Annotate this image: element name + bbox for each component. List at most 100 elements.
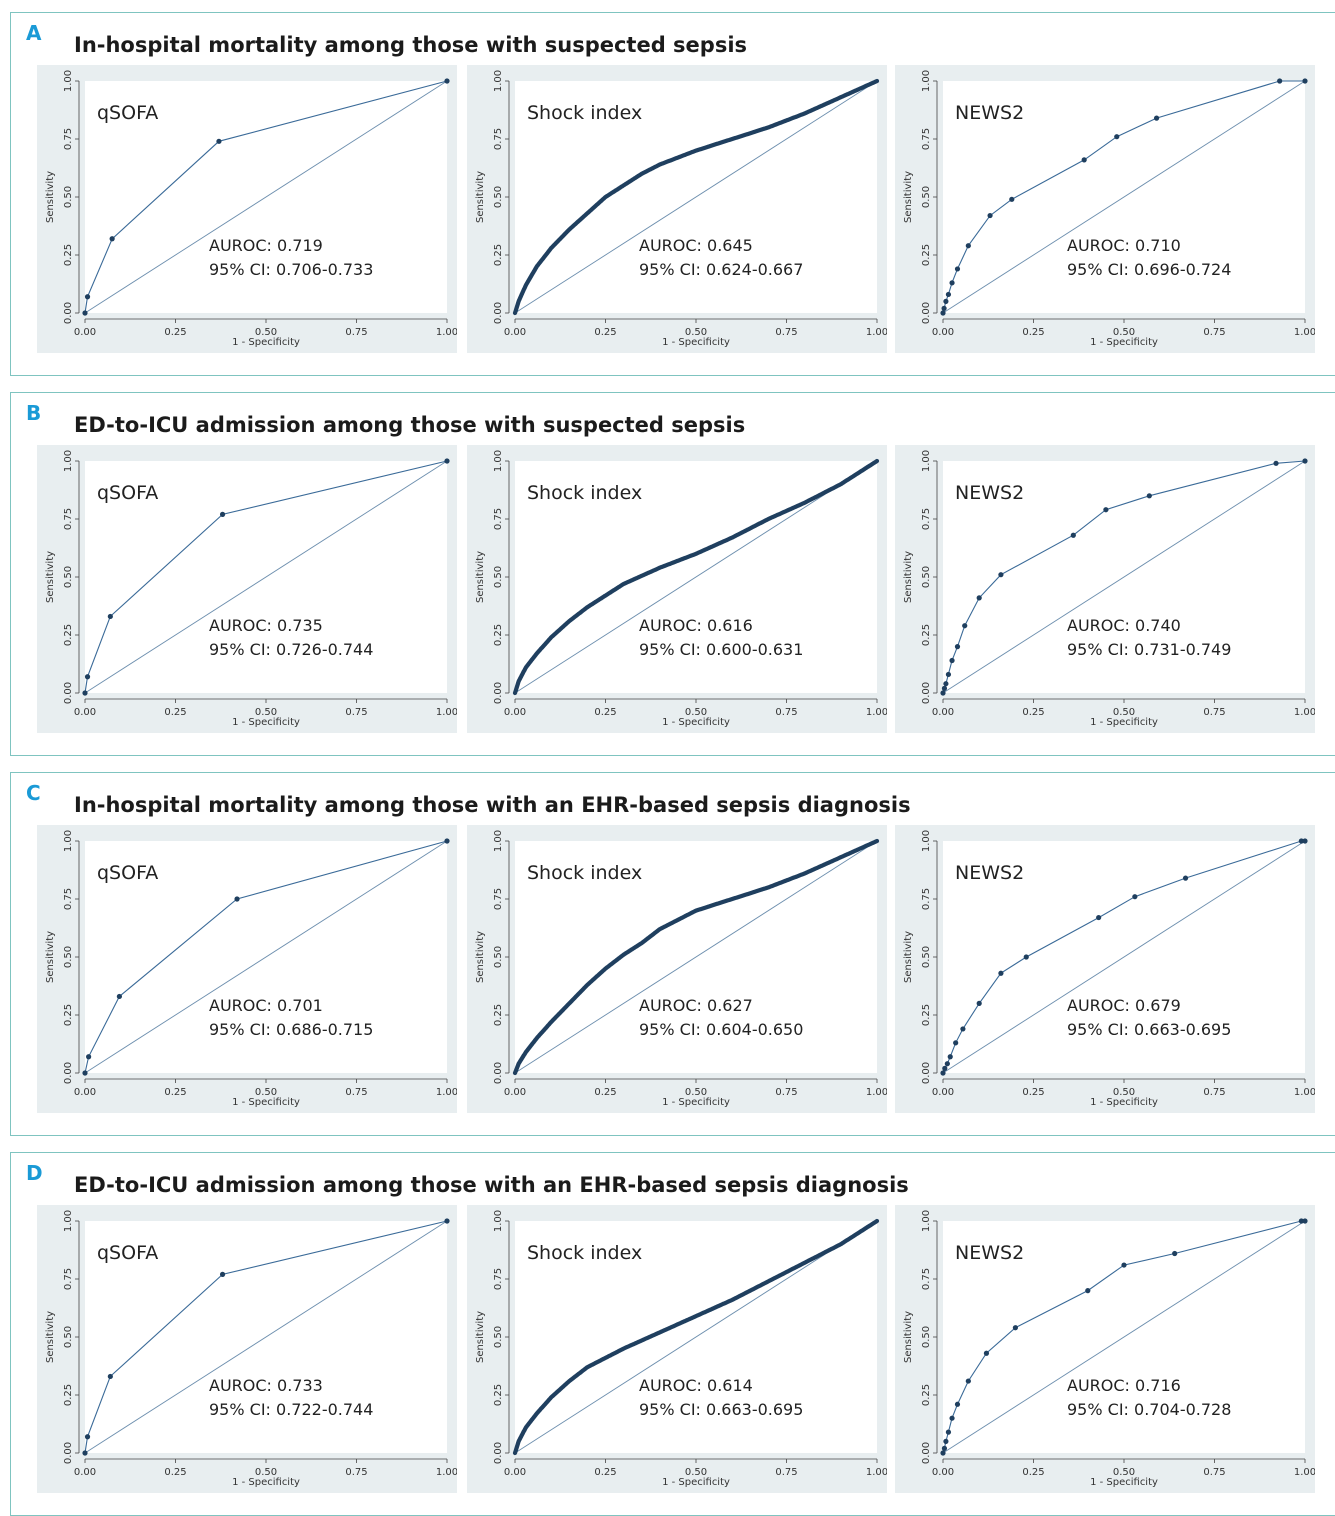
reference-diagonal (84, 460, 448, 694)
ci-label: 95% CI: 0.706-0.733 (209, 260, 373, 279)
x-tick-label: 0.00 (74, 707, 96, 718)
roc-point (949, 280, 955, 286)
auroc-label: AUROC: 0.614 (639, 1376, 753, 1395)
roc-point (1298, 838, 1304, 844)
reference-diagonal (942, 80, 1306, 314)
roc-point (944, 1061, 950, 1067)
y-tick-label: 0.25 (63, 244, 74, 266)
y-tick-label: 0.75 (921, 1268, 932, 1290)
y-tick-label: 0.50 (493, 186, 504, 208)
ci-label: 95% CI: 0.704-0.728 (1067, 1400, 1231, 1419)
x-tick-label: 0.00 (504, 1467, 526, 1478)
roc-point (1121, 1262, 1127, 1268)
x-tick-label: 0.50 (255, 1467, 277, 1478)
y-tick-label: 0.75 (63, 128, 74, 150)
roc-point (1302, 78, 1308, 84)
panel-c: C In-hospital mortality among those with … (10, 772, 1335, 1136)
score-label: NEWS2 (955, 862, 1024, 884)
x-tick-label: 0.75 (775, 707, 797, 718)
x-tick-label: 0.75 (345, 1087, 367, 1098)
roc-curve (512, 458, 880, 696)
reference-diagonal (84, 1220, 448, 1454)
x-tick-label: 0.00 (932, 707, 954, 718)
x-tick-label: 1.00 (866, 707, 887, 718)
roc-chart-shock-index: 0.00 0.00 0.25 0.25 0.50 0.50 0.75 0.75 1.00 1.00… (467, 1205, 887, 1493)
roc-chart-news2: 0.00 0.00 0.25 0.25 0.50 0.50 0.75 0.75 1.00 1.00… (895, 445, 1315, 733)
x-tick-label: 0.75 (775, 327, 797, 338)
y-tick-label: 1.00 (63, 450, 74, 472)
roc-point (219, 1271, 226, 1277)
roc-chart-news2: 0.00 0.00 0.25 0.25 0.50 0.50 0.75 0.75 1.00 1.00… (895, 65, 1315, 353)
x-tick-label: 0.00 (74, 1467, 96, 1478)
roc-point (941, 305, 947, 311)
roc-point (983, 1350, 990, 1356)
y-axis-label: Sensitivity (903, 171, 914, 223)
y-tick-label: 1.00 (63, 830, 74, 852)
reference-diagonal (514, 1220, 878, 1454)
y-tick-label: 0.00 (63, 1442, 74, 1464)
roc-point (1081, 157, 1087, 163)
y-tick-label: 0.25 (493, 1384, 504, 1406)
y-tick-label: 0.25 (63, 624, 74, 646)
x-tick-label: 0.00 (504, 707, 526, 718)
y-tick-label: 0.50 (63, 946, 74, 968)
roc-svg: 0.000.00 0.25 0.25 0.50 0.50 0.75 0.75 1.00 1.00… (895, 65, 1315, 353)
roc-point (109, 236, 115, 242)
x-tick-label: 1.00 (1294, 327, 1315, 338)
ci-label: 95% CI: 0.726-0.744 (209, 640, 373, 659)
y-tick-label: 0.00 (493, 302, 504, 324)
score-label: NEWS2 (955, 1242, 1024, 1264)
y-tick-label: 0.50 (921, 1326, 932, 1348)
panel-title: ED-to-ICU admission among those with an … (74, 1173, 909, 1197)
y-tick-label: 0.75 (921, 508, 932, 530)
y-tick-label: 0.25 (493, 1004, 504, 1026)
x-tick-label: 0.50 (255, 1087, 277, 1098)
roc-point (943, 681, 949, 687)
auroc-label: AUROC: 0.701 (209, 996, 323, 1015)
y-tick-label: 1.00 (493, 830, 504, 852)
score-label: qSOFA (97, 482, 158, 504)
score-label: Shock index (527, 102, 642, 124)
x-tick-label: 0.50 (255, 707, 277, 718)
y-axis-label: Sensitivity (475, 551, 486, 603)
roc-svg: 0.000.00 0.25 0.25 0.50 0.50 0.75 0.75 1.00 1.00… (37, 1205, 457, 1493)
x-axis-label: 1 - Specificity (232, 717, 300, 728)
roc-svg: 0.000.00 0.25 0.25 0.50 0.50 0.75 0.75 1.00 1.00… (895, 445, 1315, 733)
roc-point (1070, 532, 1076, 538)
roc-point (998, 572, 1004, 578)
auroc-label: AUROC: 0.710 (1067, 236, 1181, 255)
roc-point (976, 1000, 982, 1006)
roc-point (1273, 460, 1279, 466)
ci-label: 95% CI: 0.663-0.695 (639, 1400, 803, 1419)
roc-point (1103, 507, 1109, 513)
roc-point (82, 1450, 88, 1456)
x-tick-label: 1.00 (866, 1467, 887, 1478)
roc-point (940, 310, 946, 316)
panel-title: In-hospital mortality among those with s… (74, 33, 748, 57)
auroc-label: AUROC: 0.716 (1067, 1376, 1181, 1395)
y-tick-label: 0.50 (493, 1326, 504, 1348)
ci-label: 95% CI: 0.696-0.724 (1067, 260, 1231, 279)
x-tick-label: 0.25 (1022, 1087, 1044, 1098)
ci-label: 95% CI: 0.731-0.749 (1067, 640, 1231, 659)
ci-label: 95% CI: 0.604-0.650 (639, 1020, 803, 1039)
x-tick-label: 0.00 (932, 1087, 954, 1098)
score-label: Shock index (527, 862, 642, 884)
score-label: NEWS2 (955, 482, 1024, 504)
y-tick-label: 0.25 (493, 624, 504, 646)
roc-point (1277, 78, 1283, 84)
x-tick-label: 0.50 (255, 327, 277, 338)
x-tick-label: 0.50 (1113, 1087, 1135, 1098)
roc-point (1012, 1325, 1018, 1331)
y-axis-label: Sensitivity (45, 551, 56, 603)
x-tick-label: 0.75 (345, 327, 367, 338)
roc-curve (512, 78, 880, 316)
roc-point (987, 212, 993, 219)
y-tick-label: 0.00 (921, 1442, 932, 1464)
roc-point (945, 291, 952, 298)
roc-chart-news2: 0.00 0.00 0.25 0.25 0.50 0.50 0.75 0.75 1.00 1.00… (895, 1205, 1315, 1493)
auroc-label: AUROC: 0.733 (209, 1376, 323, 1395)
roc-chart-qsofa: 0.00 0.00 0.25 0.25 0.50 0.50 0.75 0.75 1.00 1.00… (37, 825, 457, 1113)
roc-point (444, 838, 450, 844)
roc-point (962, 623, 968, 629)
